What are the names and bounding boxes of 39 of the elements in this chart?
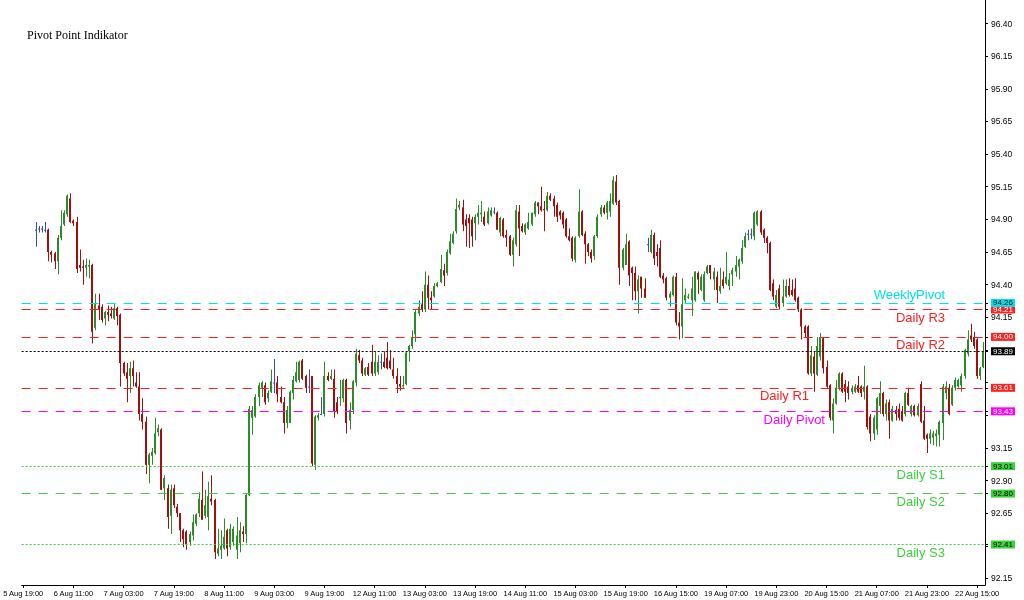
- y-tick-label: 93.15: [991, 442, 1013, 453]
- y-tick-label: 96.15: [991, 51, 1013, 62]
- y-tick-label: 92.90: [991, 475, 1013, 486]
- text: Pivot Point Indikator: [27, 28, 128, 42]
- y-tick-label: 95.65: [991, 116, 1013, 127]
- candlestick: [750, 228, 752, 239]
- y-tick-label: 94.15: [991, 312, 1013, 323]
- y-tick-label: 95.40: [991, 149, 1013, 160]
- y-tick-label: 95.15: [991, 181, 1013, 192]
- ref-line-label: Daily S3: [896, 545, 945, 561]
- ref-line-label: Daily R2: [895, 337, 945, 353]
- candlestick: [320, 396, 322, 416]
- candlestick: [82, 259, 84, 285]
- y-tick-label: 94.40: [991, 279, 1013, 290]
- y-tick-label: 96.40: [991, 18, 1013, 29]
- y-tick-label: 92.15: [991, 573, 1013, 584]
- y-tick-label: 92.80: [993, 489, 1014, 499]
- ref-line-label: Daily S1: [896, 466, 945, 482]
- y-tick-label: 94.90: [991, 214, 1013, 225]
- candlestick: [380, 353, 382, 370]
- candlestick: [647, 237, 649, 253]
- ref-line-label: Daily S2: [896, 494, 945, 510]
- y-tick-label: 92.41: [993, 540, 1014, 550]
- y-tick-label: 94.21: [993, 304, 1014, 314]
- y-tick-label: 93.43: [993, 406, 1014, 416]
- ref-line-label: Daily R1: [759, 388, 809, 404]
- candlestick: [747, 229, 749, 241]
- y-tick-label: 92.65: [991, 508, 1013, 519]
- y-tick-label: 94.65: [991, 247, 1013, 258]
- y-tick-label: 93.01: [993, 461, 1014, 471]
- y-tick-label: 95.90: [991, 83, 1013, 94]
- ref-line-label: Daily R3: [895, 309, 945, 325]
- y-tick-label: 94.26: [993, 298, 1014, 308]
- ref-line-label: WeeklyPivot: [873, 287, 946, 303]
- candlestick: [35, 221, 37, 247]
- y-tick-label: 94.00: [993, 332, 1014, 342]
- ref-line-label: Daily Pivot: [763, 411, 826, 427]
- y-tick-label: 93.61: [993, 383, 1014, 393]
- y-tick-label: 93.89: [993, 346, 1014, 356]
